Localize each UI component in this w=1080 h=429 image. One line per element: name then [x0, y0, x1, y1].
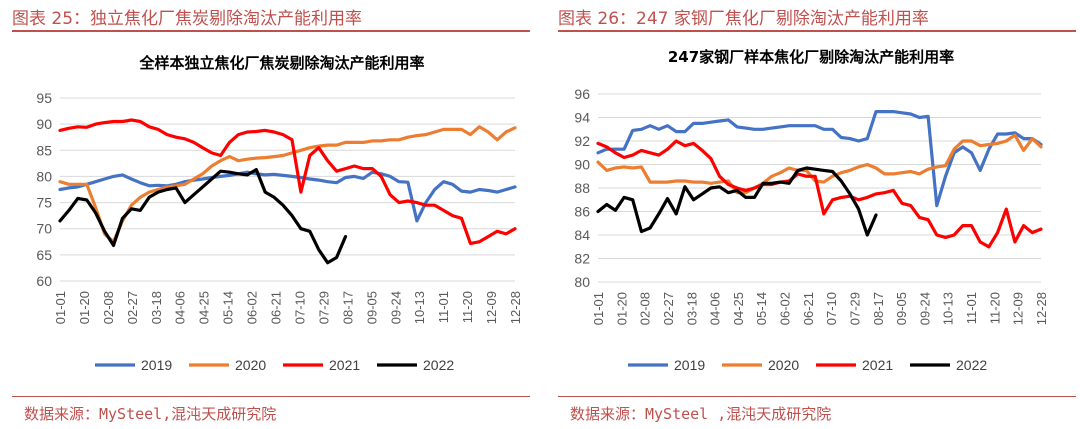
x-tick-label: 12-28	[508, 291, 523, 324]
x-tick-label: 08-17	[340, 291, 355, 324]
source-rule	[558, 396, 1076, 397]
y-tick-label: 86	[574, 204, 590, 220]
line-chart: 全样本独立焦化厂焦炭剔除淘汰产能利用率 60 65 70 75 80 85 90 95 01-01…	[36, 54, 523, 373]
x-tick-label: 02-08	[101, 291, 116, 324]
series-line-2022	[596, 166, 878, 237]
x-tick-label: 09-24	[388, 291, 403, 324]
y-tick-label: 90	[36, 116, 52, 132]
x-tick-label: 11-20	[460, 291, 475, 323]
x-tick-label: 11-01	[964, 292, 979, 324]
source-rule	[12, 396, 530, 397]
x-tick-label: 04-06	[173, 291, 188, 324]
chart-title: 全样本独立焦化厂焦炭剔除淘汰产能利用率	[138, 54, 424, 72]
x-tick-label: 06-02	[245, 291, 260, 324]
legend-label: 2022	[956, 357, 987, 373]
y-tick-label: 88	[574, 180, 590, 196]
x-tick-label: 09-24	[917, 292, 932, 325]
y-tick-label: 80	[36, 168, 52, 184]
series-line-2022	[58, 168, 348, 265]
figure-caption: 图表 26：247 家钢厂焦化厂剔除淘汰产能利用率	[558, 9, 929, 29]
chart-panel-right: 图表 26：247 家钢厂焦化厂剔除淘汰产能利用率 247家钢厂样本焦化厂剔除淘…	[546, 0, 1076, 429]
series-line-2020	[58, 125, 517, 244]
y-tick-label: 82	[574, 251, 590, 267]
legend-label: 2020	[768, 357, 799, 373]
chart-panel-left: 图表 25：独立焦化厂焦炭剔除淘汰产能利用率 全样本独立焦化厂焦炭剔除淘汰产能利…	[0, 0, 530, 429]
x-tick-label: 11-01	[436, 291, 451, 323]
y-tick-label: 60	[36, 273, 52, 289]
x-tick-label: 10-13	[941, 292, 956, 325]
x-tick-label: 07-29	[316, 291, 331, 324]
x-tick-label: 04-25	[731, 292, 746, 325]
x-tick-label: 08-17	[871, 292, 886, 325]
caption-rule	[12, 30, 530, 32]
y-tick-label: 80	[574, 274, 590, 290]
series-line-2019	[596, 109, 1043, 208]
y-tick-label: 95	[36, 90, 52, 106]
x-tick-label: 04-25	[197, 291, 212, 324]
x-tick-label: 02-27	[125, 291, 140, 324]
x-tick-label: 02-27	[661, 292, 676, 325]
legend-label: 2020	[235, 357, 266, 373]
x-tick-label: 06-21	[801, 292, 816, 325]
x-tick-label: 01-20	[614, 292, 629, 325]
legend-label: 2019	[674, 357, 705, 373]
x-tick-label: 03-18	[684, 292, 699, 325]
x-tick-label: 10-13	[412, 291, 427, 324]
x-tick-label: 03-18	[149, 291, 164, 324]
y-tick-label: 65	[36, 247, 52, 263]
y-tick-label: 75	[36, 195, 52, 211]
x-tick-label: 07-29	[847, 292, 862, 325]
x-tick-label: 07-10	[824, 292, 839, 325]
x-tick-label: 06-21	[269, 291, 284, 324]
x-tick-label: 06-02	[778, 292, 793, 325]
caption-rule	[558, 30, 1076, 32]
series-line-2021	[58, 118, 517, 245]
x-tick-label: 04-06	[708, 292, 723, 325]
x-tick-label: 01-01	[53, 291, 68, 324]
x-tick-label: 12-09	[484, 291, 499, 324]
figure-caption: 图表 25：独立焦化厂焦炭剔除淘汰产能利用率	[12, 9, 363, 29]
legend-label: 2022	[423, 357, 454, 373]
legend-label: 2019	[141, 357, 172, 373]
x-tick-label: 12-09	[1011, 292, 1026, 325]
y-tick-label: 94	[574, 110, 590, 126]
legend-label: 2021	[862, 357, 893, 373]
y-tick-label: 90	[574, 157, 590, 173]
chart-title: 247家钢厂样本焦化厂剔除淘汰产能利用率	[668, 48, 954, 66]
y-tick-label: 84	[574, 227, 590, 243]
x-tick-label: 01-01	[591, 292, 606, 325]
x-tick-label: 01-20	[77, 291, 92, 324]
data-source: 数据来源：MySteel ,混沌天成研究院	[570, 405, 832, 423]
line-chart: 247家钢厂样本焦化厂剔除淘汰产能利用率 80 82 84 86 88 90 92 94 96 01…	[574, 48, 1049, 373]
legend-label: 2021	[329, 357, 360, 373]
x-tick-label: 11-20	[987, 292, 1002, 324]
series-line-2020	[596, 133, 1043, 195]
x-tick-label: 07-10	[292, 291, 307, 324]
y-tick-label: 92	[574, 133, 590, 149]
x-tick-label: 05-14	[754, 292, 769, 325]
data-source: 数据来源：MySteel,混沌天成研究院	[24, 405, 277, 423]
y-tick-label: 96	[574, 86, 590, 102]
x-tick-label: 12-28	[1034, 292, 1049, 325]
x-tick-label: 09-05	[364, 291, 379, 324]
x-tick-label: 05-14	[221, 291, 236, 324]
series-line-2019	[58, 170, 517, 223]
y-tick-label: 85	[36, 142, 52, 158]
y-tick-label: 70	[36, 221, 52, 237]
x-tick-label: 09-05	[894, 292, 909, 325]
series-line-2021	[596, 139, 1043, 249]
x-tick-label: 02-08	[638, 292, 653, 325]
